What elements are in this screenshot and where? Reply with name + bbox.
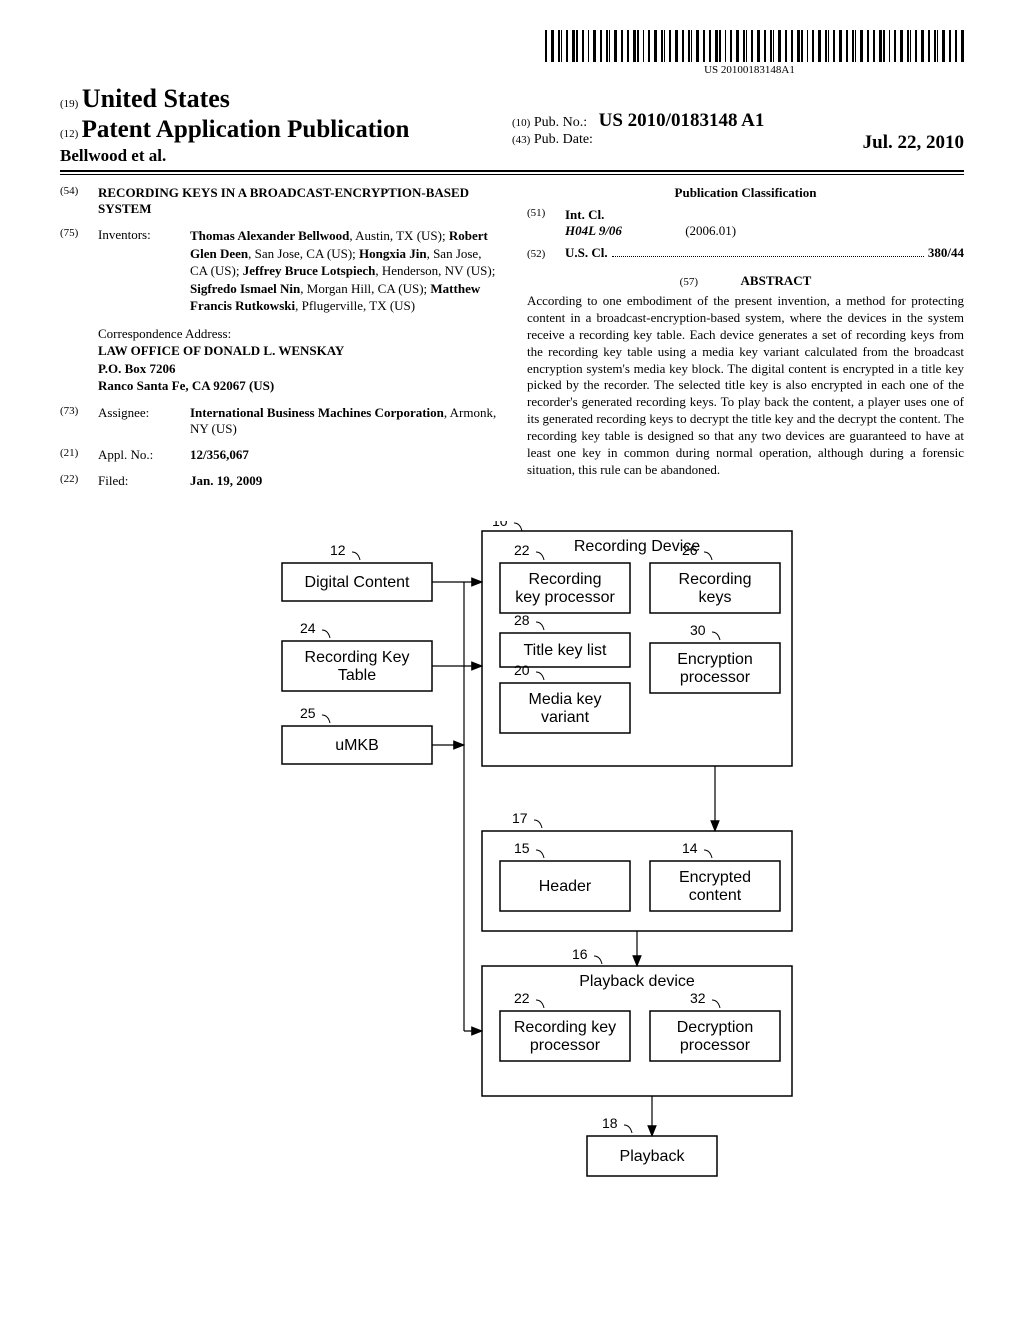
abstract-body: According to one embodiment of the prese… <box>527 293 964 479</box>
svg-text:25: 25 <box>300 705 316 721</box>
correspondence-block: Correspondence Address: LAW OFFICE OF DO… <box>98 325 497 395</box>
svg-text:processor: processor <box>680 1037 751 1054</box>
svg-text:16: 16 <box>572 946 588 962</box>
appl-label: Appl. No.: <box>98 447 190 463</box>
svg-text:Decryption: Decryption <box>677 1019 753 1036</box>
corr-line-1: P.O. Box 7206 <box>98 360 497 378</box>
svg-text:18: 18 <box>602 1115 618 1131</box>
svg-text:32: 32 <box>690 990 706 1006</box>
pubdate-label: Pub. Date: <box>534 132 593 147</box>
svg-text:10: 10 <box>492 521 508 529</box>
corr-line-2: Ranco Santa Fe, CA 92067 (US) <box>98 377 497 395</box>
svg-text:30: 30 <box>690 622 706 638</box>
svg-text:Playback device: Playback device <box>579 973 695 990</box>
pubno-label: Pub. No.: <box>534 115 587 130</box>
svg-text:Recording key: Recording key <box>514 1019 616 1036</box>
figure: 10Recording Device17Playback device16Dig… <box>60 521 964 1191</box>
assignee-name: International Business Machines Corporat… <box>190 405 444 420</box>
pubclass-head: Publication Classification <box>527 185 964 201</box>
uscl-num: (52) <box>527 248 565 260</box>
pub-title-num: (12) <box>60 128 78 140</box>
abstract-head: ABSTRACT <box>741 273 812 288</box>
svg-text:key processor: key processor <box>515 589 615 606</box>
assignee-value: International Business Machines Corporat… <box>190 405 497 437</box>
pubno-num: (10) <box>512 117 530 129</box>
barcode-row: US 20100183148A1 <box>60 30 964 76</box>
svg-text:12: 12 <box>330 542 346 558</box>
svg-text:Recording: Recording <box>679 571 752 588</box>
intcl-label: Int. Cl. <box>565 207 736 223</box>
filed-num: (22) <box>60 473 98 489</box>
svg-text:uMKB: uMKB <box>335 737 379 754</box>
header-block: (19) United States (12) Patent Applicati… <box>60 84 964 172</box>
svg-text:14: 14 <box>682 840 698 856</box>
svg-text:content: content <box>689 887 742 904</box>
filed-label: Filed: <box>98 473 190 489</box>
svg-text:keys: keys <box>699 589 732 606</box>
svg-text:26: 26 <box>682 542 698 558</box>
appl-num: (21) <box>60 447 98 463</box>
patent-title: RECORDING KEYS IN A BROADCAST-ENCRYPTION… <box>98 185 497 217</box>
uscl-value: 380/44 <box>928 245 964 261</box>
title-num: (54) <box>60 185 98 217</box>
svg-text:17: 17 <box>512 810 528 826</box>
svg-text:Encryption: Encryption <box>677 651 753 668</box>
svg-text:28: 28 <box>514 612 530 628</box>
svg-text:Digital Content: Digital Content <box>305 574 411 591</box>
barcode-number: US 20100183148A1 <box>545 64 954 76</box>
barcode <box>545 30 964 62</box>
intcl-code: H04L 9/06 <box>565 223 622 238</box>
svg-text:processor: processor <box>530 1037 601 1054</box>
svg-text:15: 15 <box>514 840 530 856</box>
svg-text:Playback: Playback <box>620 1148 686 1165</box>
uscl-dots <box>612 256 924 257</box>
svg-text:20: 20 <box>514 662 530 678</box>
svg-text:Table: Table <box>338 667 376 684</box>
pubdate-num: (43) <box>512 134 530 146</box>
corr-label: Correspondence Address: <box>98 325 497 343</box>
inventors-label: Inventors: <box>98 227 190 315</box>
svg-text:22: 22 <box>514 542 530 558</box>
svg-text:Encrypted: Encrypted <box>679 869 751 886</box>
svg-text:22: 22 <box>514 990 530 1006</box>
country: United States <box>82 84 230 113</box>
assignee-num: (73) <box>60 405 98 437</box>
inventors-num: (75) <box>60 227 98 315</box>
header-rule <box>60 174 964 175</box>
assignee-label: Assignee: <box>98 405 190 437</box>
svg-text:Title key list: Title key list <box>524 642 608 659</box>
svg-text:Recording Key: Recording Key <box>305 649 410 666</box>
svg-text:24: 24 <box>300 620 316 636</box>
country-num: (19) <box>60 98 78 110</box>
appl-value: 12/356,067 <box>190 447 497 463</box>
svg-text:Recording: Recording <box>529 571 602 588</box>
inventors-list: Thomas Alexander Bellwood, Austin, TX (U… <box>190 227 497 315</box>
intcl-num: (51) <box>527 207 565 239</box>
svg-text:Header: Header <box>539 878 592 895</box>
abstract-num: (57) <box>680 276 698 288</box>
pubdate-value: Jul. 22, 2010 <box>863 132 964 154</box>
pub-title: Patent Application Publication <box>82 116 410 143</box>
uscl-label: U.S. Cl. <box>565 245 608 261</box>
filed-value: Jan. 19, 2009 <box>190 473 497 489</box>
svg-text:variant: variant <box>541 709 590 726</box>
pubno-value: US 2010/0183148 A1 <box>599 110 765 131</box>
intcl-date: (2006.01) <box>685 223 736 238</box>
corr-line-0: LAW OFFICE OF DONALD L. WENSKAY <box>98 342 497 360</box>
svg-text:Media key: Media key <box>529 691 602 708</box>
header-authors: Bellwood et al. <box>60 146 512 166</box>
svg-text:processor: processor <box>680 669 751 686</box>
